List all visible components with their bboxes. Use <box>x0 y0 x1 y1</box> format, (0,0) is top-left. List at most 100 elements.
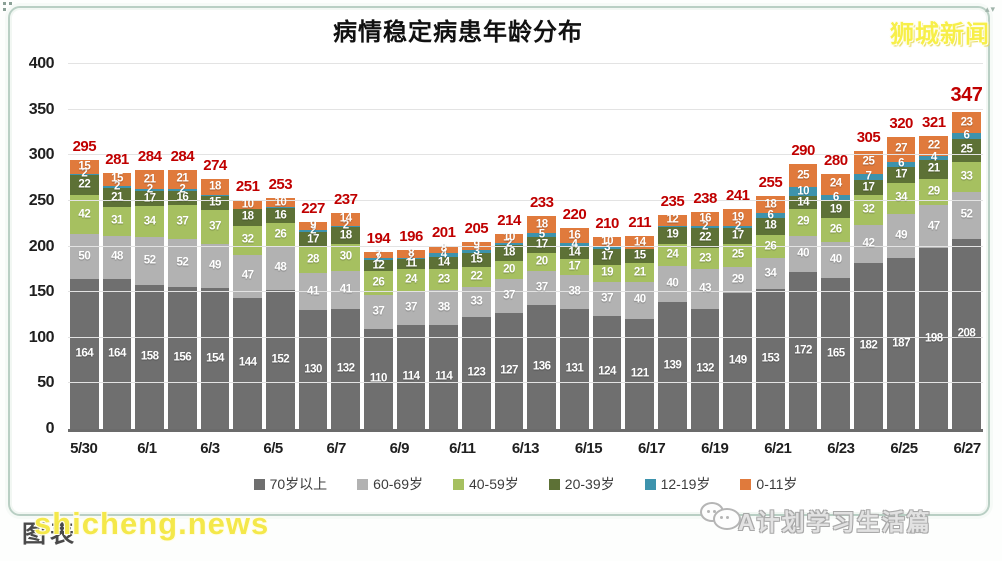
segment-70岁以上: 149 <box>723 293 753 429</box>
x-tick-label <box>541 440 573 457</box>
segment-value-label: 164 <box>75 347 94 360</box>
segment-value-label: 18 <box>503 246 515 259</box>
gridline <box>68 108 983 110</box>
bar-6/17: 139 40 24 19 12 235 <box>656 64 689 429</box>
segment-value-label: 52 <box>143 254 156 267</box>
segment-value-label: 9 <box>473 239 480 252</box>
segment-value-label: 18 <box>535 217 548 230</box>
segment-20-39岁: 17 <box>592 249 622 265</box>
bar-stack: 165 40 26 19 6 24 <box>821 173 851 429</box>
segment-value-label: 37 <box>503 289 515 302</box>
bar-6/9: 114 37 24 11 2 8 196 <box>395 64 428 429</box>
segment-value-label: 16 <box>176 191 189 204</box>
segment-0-11岁: 18 <box>200 179 230 196</box>
segment-value-label: 136 <box>532 360 551 373</box>
segment-value-label: 41 <box>307 284 319 297</box>
bar-stack: 124 37 19 17 3 10 <box>592 236 622 429</box>
bar-stack: 114 38 23 14 4 8 <box>429 243 459 429</box>
segment-value-label: 18 <box>339 228 352 241</box>
bar-6/19: 149 29 25 17 2 19 241 <box>721 64 754 429</box>
segment-value-label: 32 <box>862 203 875 216</box>
segment-20-39岁: 15 <box>625 249 655 263</box>
gridline <box>68 63 983 64</box>
segment-60-69岁: 42 <box>854 224 883 263</box>
segment-value-label: 11 <box>405 257 417 270</box>
segment-value-label: 7 <box>375 248 382 261</box>
segment-value-label: 47 <box>241 269 254 282</box>
segment-70岁以上: 164 <box>70 279 99 429</box>
segment-60-69岁: 34 <box>756 258 785 290</box>
scroll-arrows-icon: ▴▾ <box>984 4 996 14</box>
segment-value-label: 2 <box>506 237 513 250</box>
segment-value-label: 7 <box>865 170 872 182</box>
segment-value-label: 198 <box>924 331 943 344</box>
segment-0-11岁: 15 <box>70 159 99 174</box>
segment-0-11岁: 12 <box>658 214 687 226</box>
segment-70岁以上: 152 <box>266 290 295 429</box>
x-tick-label: 6/27 <box>953 440 981 457</box>
segment-value-label: 2 <box>702 220 709 233</box>
segment-value-label: 20 <box>535 255 548 268</box>
segment-value-label: 18 <box>764 197 777 210</box>
segment-70岁以上: 132 <box>690 308 720 429</box>
bar-6/4: 144 47 32 18 10 251 <box>231 64 264 429</box>
bar-6/5: 152 48 26 16 10 253 <box>264 64 297 429</box>
bar-6/16: 121 40 21 15 14 211 <box>623 64 656 429</box>
segment-20-39岁: 18 <box>331 227 361 244</box>
segment-40-59岁: 42 <box>70 195 99 234</box>
segment-value-label: 41 <box>339 283 352 296</box>
bar-stack: 136 37 20 17 5 18 <box>527 216 557 429</box>
segment-70岁以上: 130 <box>298 310 328 429</box>
segment-70岁以上: 208 <box>952 239 981 429</box>
segment-value-label: 8 <box>408 247 414 260</box>
segment-value-label: 17 <box>731 229 744 242</box>
total-label: 320 <box>889 115 913 132</box>
segment-70岁以上: 114 <box>396 324 426 429</box>
segment-0-11岁: 14 <box>331 212 361 226</box>
total-label: 238 <box>693 189 717 207</box>
gridline <box>68 382 983 384</box>
segment-value-label: 124 <box>598 365 616 378</box>
y-tick-label: 100 <box>28 328 55 346</box>
bar-stack: 208 52 33 25 6 23 <box>952 112 981 429</box>
segment-60-69岁: 48 <box>266 246 295 291</box>
total-label: 194 <box>366 229 391 247</box>
segment-value-label: 114 <box>402 370 421 383</box>
x-tick-label: 6/19 <box>701 440 729 457</box>
bar-6/18: 132 43 23 22 2 16 238 <box>689 64 722 429</box>
bar-6/24: 187 49 34 17 6 27 320 <box>885 64 918 429</box>
y-tick-label: 0 <box>45 420 55 437</box>
segment-20-39岁: 15 <box>200 196 230 211</box>
segment-40-59岁: 29 <box>919 179 949 206</box>
bar-6/23: 182 42 32 17 7 25 305 <box>852 64 885 429</box>
segment-value-label: 50 <box>78 249 91 262</box>
segment-70岁以上: 187 <box>886 258 916 429</box>
segment-20-39岁: 25 <box>952 138 981 162</box>
bar-stack: 139 40 24 19 12 <box>658 214 687 429</box>
segment-12-19岁: 2 <box>70 168 99 179</box>
bar-stack: 132 41 30 18 2 14 <box>331 212 361 429</box>
segment-value-label: 15 <box>470 253 483 265</box>
segment-0-11岁: 21 <box>168 169 197 190</box>
total-label: 305 <box>856 128 881 146</box>
legend-swatch-icon <box>452 478 464 490</box>
bar-6/3: 154 49 37 15 18 274 <box>199 64 232 429</box>
x-tick-label: 6/25 <box>890 440 918 457</box>
segment-value-label: 19 <box>829 202 842 215</box>
segment-20-39岁: 19 <box>658 226 687 244</box>
segment-value-label: 14 <box>437 256 450 269</box>
segment-value-label: 33 <box>960 169 973 182</box>
legend-label: 20-39岁 <box>564 476 615 492</box>
total-label: 201 <box>431 223 456 241</box>
bar-stack: 131 38 17 14 4 16 <box>560 228 589 429</box>
total-label: 280 <box>824 151 848 169</box>
total-label: 210 <box>595 215 619 233</box>
segment-value-label: 19 <box>601 266 613 279</box>
segment-value-label: 127 <box>500 364 518 377</box>
segment-60-69岁: 47 <box>233 254 263 298</box>
plot-area: 164 50 42 22 2 15 295 164 48 31 21 2 15 281 158 52 34 17 2… <box>68 63 983 432</box>
segment-60-69岁: 47 <box>919 205 949 249</box>
segment-40-59岁: 34 <box>886 182 916 214</box>
segment-value-label: 25 <box>862 155 875 168</box>
segment-value-label: 32 <box>241 233 254 246</box>
